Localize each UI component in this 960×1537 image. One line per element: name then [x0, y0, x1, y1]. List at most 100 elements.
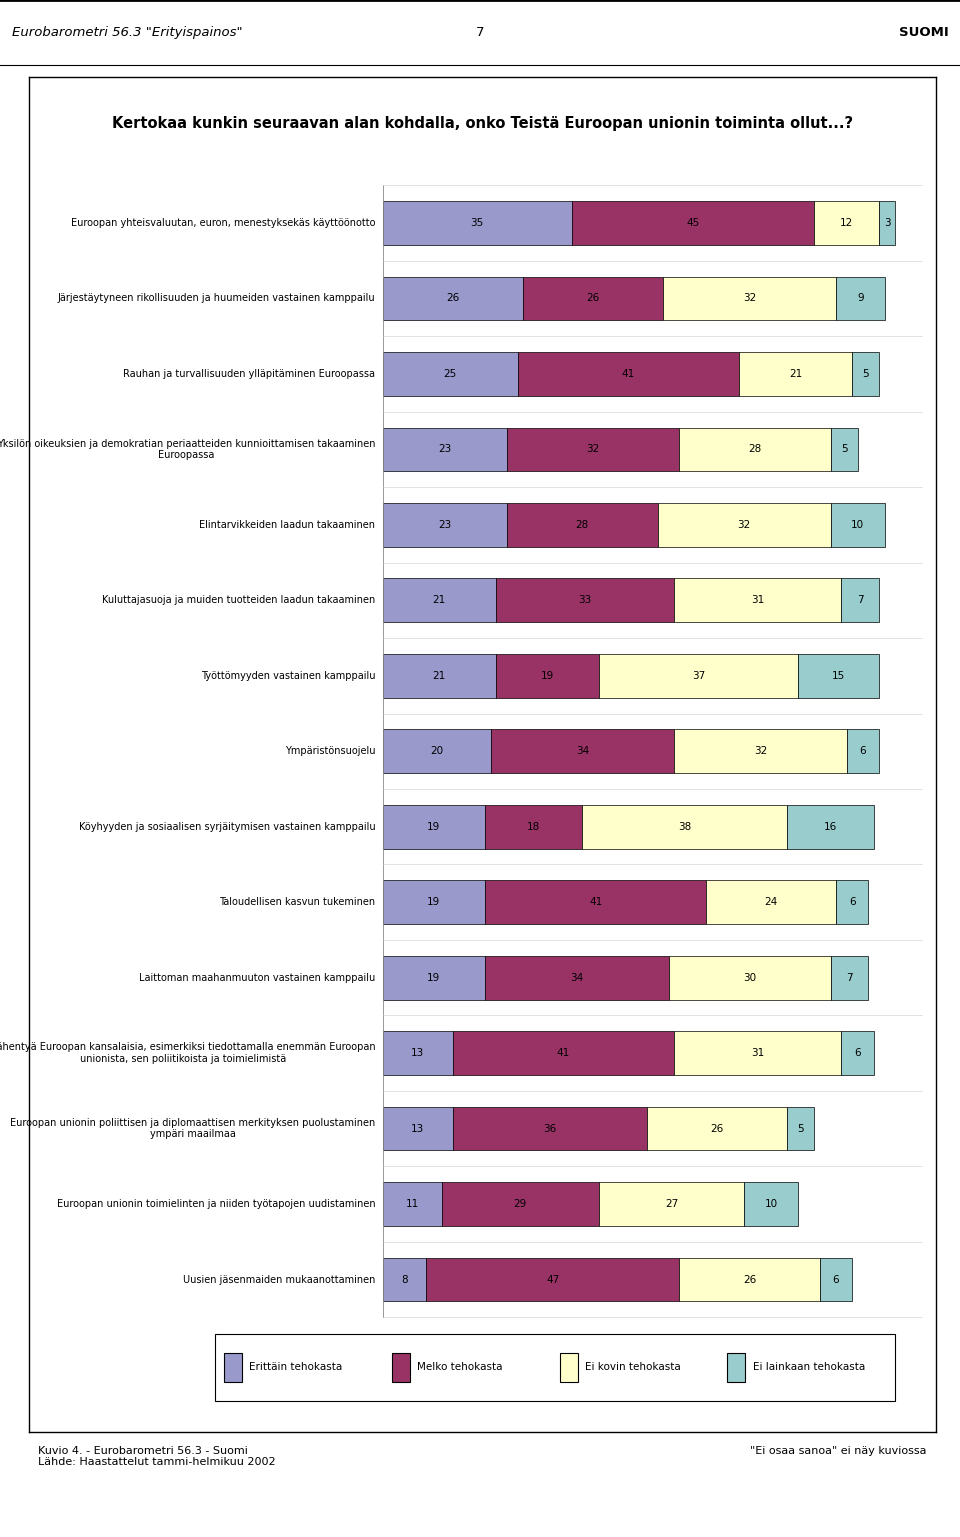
Text: 8: 8	[401, 1274, 407, 1285]
Text: Järjestäytyneen rikollisuuden ja huumeiden vastainen kamppailu: Järjestäytyneen rikollisuuden ja huumeid…	[58, 294, 375, 303]
Bar	[674, 730, 847, 773]
Text: 6: 6	[860, 747, 866, 756]
Text: Elintarvikkeiden laadun takaaminen: Elintarvikkeiden laadun takaaminen	[200, 520, 375, 530]
Bar	[383, 503, 507, 547]
Text: 41: 41	[589, 898, 603, 907]
Text: Yksilön oikeuksien ja demokratian periaatteiden kunnioittamisen takaaminen
Euroo: Yksilön oikeuksien ja demokratian periaa…	[0, 438, 375, 460]
Bar	[224, 1353, 242, 1382]
Bar	[453, 1107, 647, 1151]
Bar	[669, 956, 830, 999]
Bar	[383, 1031, 453, 1074]
Text: 21: 21	[789, 369, 803, 380]
Bar	[830, 427, 857, 472]
Text: Kuvio 4. - Eurobarometri 56.3 - Suomi
Lähde: Haastattelut tammi-helmikuu 2002: Kuvio 4. - Eurobarometri 56.3 - Suomi Lä…	[37, 1445, 276, 1468]
Text: 7: 7	[846, 973, 852, 982]
Text: 36: 36	[543, 1124, 557, 1134]
Text: 10: 10	[852, 520, 864, 530]
Text: 5: 5	[841, 444, 848, 455]
Text: 16: 16	[824, 822, 837, 832]
Bar	[799, 653, 879, 698]
Text: Köyhyyden ja sosiaalisen syrjäitymisen vastainen kamppailu: Köyhyyden ja sosiaalisen syrjäitymisen v…	[79, 822, 375, 832]
Bar	[707, 881, 836, 924]
Text: Taloudellisen kasvun tukeminen: Taloudellisen kasvun tukeminen	[219, 898, 375, 907]
Text: 37: 37	[692, 670, 705, 681]
Text: Erittäin tehokasta: Erittäin tehokasta	[250, 1362, 343, 1373]
Text: 23: 23	[438, 520, 451, 530]
Text: 26: 26	[587, 294, 600, 303]
Text: ■: ■	[397, 1365, 404, 1371]
Bar	[517, 352, 739, 397]
Text: Kertokaa kunkin seuraavan alan kohdalla, onko Teistä Euroopan unionin toiminta o: Kertokaa kunkin seuraavan alan kohdalla,…	[111, 117, 853, 131]
Bar	[658, 503, 830, 547]
Text: Laittoman maahanmuuton vastainen kamppailu: Laittoman maahanmuuton vastainen kamppai…	[139, 973, 375, 982]
Bar	[383, 730, 491, 773]
Text: 15: 15	[832, 670, 846, 681]
Text: 6: 6	[849, 898, 855, 907]
Bar	[383, 352, 517, 397]
Text: 32: 32	[743, 294, 756, 303]
Text: 32: 32	[754, 747, 767, 756]
Bar	[383, 1257, 426, 1302]
Bar	[598, 1182, 744, 1227]
Text: ■: ■	[229, 1365, 236, 1371]
Text: Ympäristönsuojelu: Ympäristönsuojelu	[285, 747, 375, 756]
Text: SUOMI: SUOMI	[899, 26, 948, 38]
Bar	[879, 201, 896, 244]
Bar	[507, 427, 680, 472]
Bar	[485, 956, 669, 999]
Text: Eurobarometri 56.3 "Erityispainos": Eurobarometri 56.3 "Erityispainos"	[12, 26, 242, 38]
Bar	[383, 1107, 453, 1151]
Bar	[841, 1031, 874, 1074]
Bar	[383, 805, 485, 848]
Text: 23: 23	[438, 444, 451, 455]
Text: Euroopan unionin poliittisen ja diplomaattisen merkityksen puolustaminen
ympäri : Euroopan unionin poliittisen ja diplomaa…	[11, 1117, 375, 1139]
Text: Ei kovin tehokasta: Ei kovin tehokasta	[585, 1362, 681, 1373]
Text: "Ei osaa sanoa" ei näy kuviossa: "Ei osaa sanoa" ei näy kuviossa	[751, 1445, 927, 1456]
Bar	[485, 805, 583, 848]
Text: 19: 19	[427, 973, 441, 982]
Text: 11: 11	[406, 1199, 419, 1210]
Text: Työttömyyden vastainen kamppailu: Työttömyyden vastainen kamppailu	[201, 670, 375, 681]
Text: 24: 24	[764, 898, 778, 907]
Bar	[663, 277, 836, 320]
Text: 34: 34	[576, 747, 588, 756]
Bar	[836, 277, 884, 320]
Text: ■: ■	[733, 1365, 740, 1371]
Text: 45: 45	[686, 218, 700, 227]
Bar	[814, 201, 879, 244]
Bar	[841, 578, 879, 622]
Bar	[383, 881, 485, 924]
Bar	[847, 730, 879, 773]
Text: 26: 26	[446, 294, 460, 303]
Text: Euroopan unionin toimielinten ja niiden työtapojen uudistaminen: Euroopan unionin toimielinten ja niiden …	[57, 1199, 375, 1210]
Bar	[787, 805, 874, 848]
Bar	[647, 1107, 787, 1151]
Text: 31: 31	[751, 595, 764, 606]
Bar	[680, 427, 830, 472]
Text: 41: 41	[621, 369, 635, 380]
Text: Ei lainkaan tehokasta: Ei lainkaan tehokasta	[753, 1362, 865, 1373]
Bar	[571, 201, 814, 244]
Bar	[383, 427, 507, 472]
Bar	[728, 1353, 746, 1382]
Text: ■: ■	[565, 1365, 572, 1371]
Text: 35: 35	[470, 218, 484, 227]
Text: 33: 33	[579, 595, 591, 606]
Text: 13: 13	[411, 1048, 424, 1057]
Bar	[820, 1257, 852, 1302]
Bar	[739, 352, 852, 397]
Bar	[496, 578, 674, 622]
Bar	[442, 1182, 598, 1227]
Bar	[383, 653, 496, 698]
Text: 6: 6	[854, 1048, 861, 1057]
Text: Lähentyä Euroopan kansalaisia, esimerkiksi tiedottamalla enemmän Euroopan
unioni: Lähentyä Euroopan kansalaisia, esimerkik…	[0, 1042, 375, 1064]
Text: Rauhan ja turvallisuuden ylläpitäminen Euroopassa: Rauhan ja turvallisuuden ylläpitäminen E…	[123, 369, 375, 380]
Text: 32: 32	[737, 520, 751, 530]
Text: 34: 34	[570, 973, 584, 982]
Bar	[426, 1257, 680, 1302]
Text: 26: 26	[743, 1274, 756, 1285]
Text: Uusien jäsenmaiden mukaanottaminen: Uusien jäsenmaiden mukaanottaminen	[183, 1274, 375, 1285]
Text: 19: 19	[427, 822, 441, 832]
Text: 30: 30	[743, 973, 756, 982]
Text: 19: 19	[427, 898, 441, 907]
